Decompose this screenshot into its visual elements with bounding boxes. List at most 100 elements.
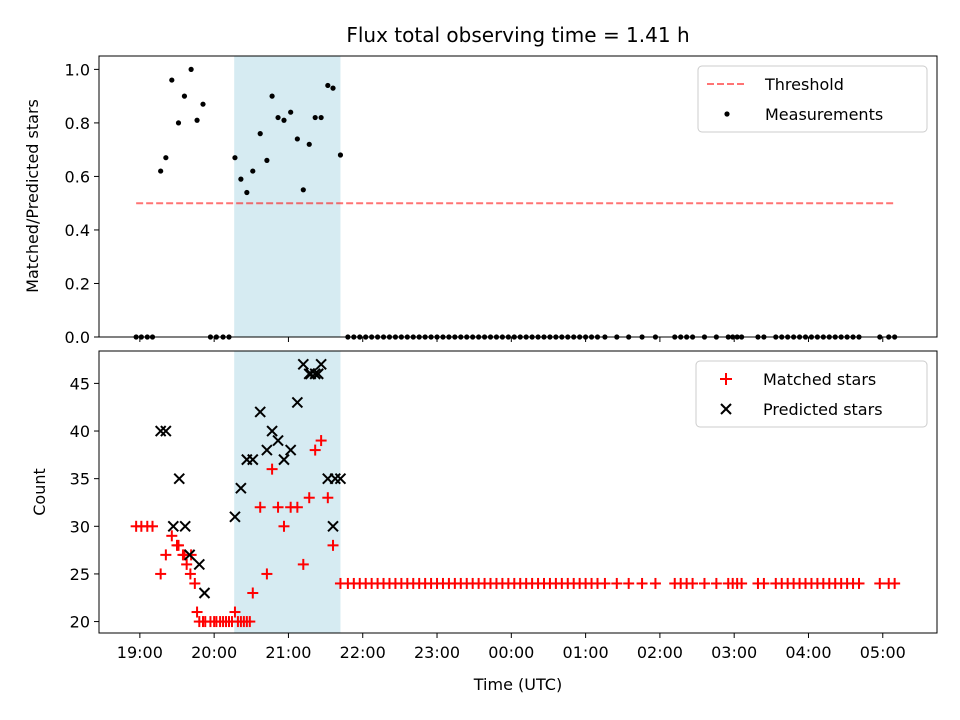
legend-matched-swatch (720, 373, 732, 385)
x-tick-label: 19:00 (117, 643, 163, 662)
matched-star-point (853, 577, 865, 589)
measurement-point (188, 66, 194, 72)
measurement-point (294, 136, 300, 142)
x-tick-label: 22:00 (340, 643, 386, 662)
predicted-star-point (193, 558, 205, 571)
x-tick-label: 00:00 (488, 643, 534, 662)
matched-star-point (191, 606, 203, 618)
matched-star-point (181, 558, 193, 570)
predicted-star-point (235, 482, 247, 494)
matched-star-point (710, 577, 722, 589)
matched-star-point (177, 549, 189, 561)
bottom-legend-box (695, 360, 928, 428)
matched-star-point (166, 530, 178, 542)
measurement-point (175, 120, 182, 126)
legend-threshold-label: Threshold (764, 75, 844, 94)
x-axis-label: Time (UTC) (473, 675, 562, 694)
bottom-y-tick-label: 35 (70, 470, 90, 489)
measurement-point (318, 114, 324, 121)
matched-star-point (309, 444, 321, 456)
predicted-star-point (179, 520, 191, 533)
top-y-tick-label: 0.8 (65, 114, 90, 133)
matched-star-point (229, 606, 241, 618)
x-tick-label: 21:00 (265, 643, 311, 662)
measurement-point (300, 187, 306, 193)
top-y-axis-label: Matched/Predicted stars (23, 99, 42, 293)
measurement-point (306, 141, 312, 147)
predicted-star-point (167, 520, 179, 533)
measurement-point (244, 189, 250, 196)
matched-star-point (272, 501, 284, 513)
matched-star-point (189, 577, 201, 589)
legend-predicted-swatch (720, 403, 732, 415)
matched-star-point (261, 568, 273, 580)
x-tick-label: 05:00 (860, 643, 906, 662)
chart-title: Flux total observing time = 1.41 h (346, 23, 689, 47)
measurement-point (330, 85, 336, 91)
matched-star-point (698, 577, 710, 589)
bottom-legend: Matched stars Predicted stars (695, 360, 928, 428)
predicted-star-point (266, 425, 278, 437)
predicted-star-point (173, 472, 185, 485)
predicted-star-point (334, 472, 347, 485)
x-tick-label: 04:00 (785, 643, 831, 662)
matched-star-point (315, 435, 327, 447)
x-tick-label: 03:00 (711, 643, 757, 662)
matched-star-point (758, 577, 770, 589)
predicted-star-point (247, 453, 259, 466)
bottom-y-tick-label: 40 (70, 422, 90, 441)
predicted-star-point (261, 444, 273, 456)
top-legend: Threshold Measurements (697, 65, 928, 133)
legend-predicted-label: Predicted stars (763, 400, 883, 419)
matched-star-point (146, 520, 158, 532)
measurement-point (269, 93, 275, 99)
predicted-star-point (315, 358, 327, 371)
matched-star-point (649, 577, 661, 589)
measurement-point (257, 131, 263, 137)
bottom-y-tick-label: 25 (70, 565, 90, 584)
measurement-point (281, 117, 287, 123)
predicted-star-point (272, 434, 284, 447)
matched-star-point (291, 501, 303, 513)
legend-measurements-swatch (724, 111, 730, 117)
top-y-tick-label: 0.2 (65, 274, 90, 293)
matched-star-point (184, 568, 196, 580)
bottom-y-tick-label: 45 (70, 374, 90, 393)
predicted-star-point (183, 549, 196, 561)
predicted-star-point (291, 396, 304, 409)
matched-star-point (599, 577, 611, 589)
measurement-point (264, 157, 270, 163)
predicted-star-point (160, 425, 172, 437)
bottom-y-tick-label: 20 (70, 613, 90, 632)
predicted-star-point (198, 587, 211, 599)
matched-star-point (611, 577, 623, 589)
bottom-panel: 20 25 30 35 40 45 19:00 20:00 21:00 22:00 23:00 00… (30, 350, 938, 694)
top-legend-box (697, 65, 928, 133)
matched-star-point (736, 577, 748, 589)
matched-star-point (322, 492, 334, 504)
top-y-tick-label: 0.4 (65, 221, 90, 240)
matched-star-point (244, 616, 256, 628)
measurement-point (181, 93, 188, 99)
measurement-point (169, 77, 175, 83)
x-tick-label: 20:00 (191, 643, 237, 662)
x-tick-label: 01:00 (563, 643, 609, 662)
x-tick-label: 02:00 (637, 643, 683, 662)
measurement-point (232, 155, 238, 161)
legend-matched-label: Matched stars (763, 370, 876, 389)
predicted-star-point (329, 472, 341, 485)
matched-star-point (889, 577, 901, 589)
top-axes-frame (98, 55, 938, 338)
top-y-tick-label: 0.6 (65, 167, 90, 186)
predicted-star-point (312, 368, 324, 380)
predicted-star-point (284, 444, 297, 456)
measurement-point (337, 152, 344, 158)
top-y-tick-label: 0.0 (65, 328, 90, 347)
predicted-star-point (154, 425, 167, 437)
predicted-star-point (327, 520, 339, 533)
measurement-point (163, 155, 169, 161)
predicted-star-point (309, 368, 321, 380)
measurement-point (194, 117, 200, 123)
measurement-point (325, 82, 331, 89)
matched-star-point (623, 577, 635, 589)
